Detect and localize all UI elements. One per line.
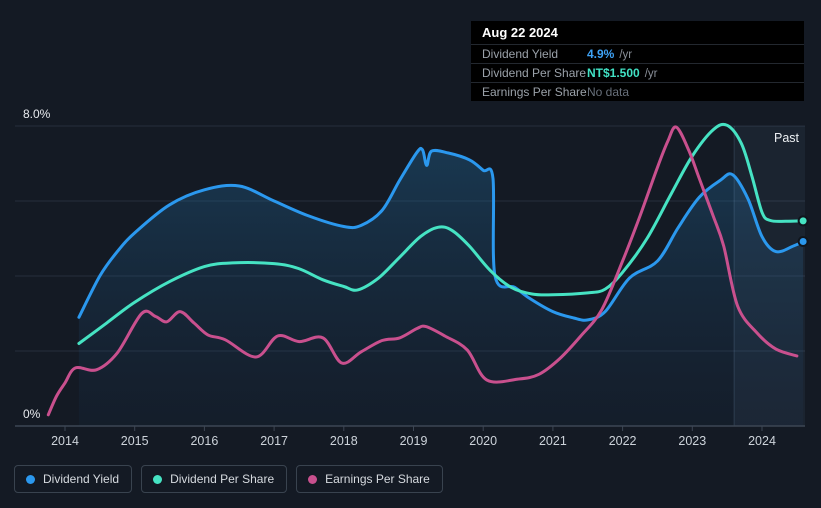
x-tick-label: 2019 <box>400 434 428 448</box>
x-tick-label: 2024 <box>748 434 776 448</box>
chart-tooltip: Aug 22 2024 Dividend Yield 4.9%/yr Divid… <box>471 21 804 101</box>
x-tick-label: 2015 <box>121 434 149 448</box>
legend-label: Dividend Yield <box>43 472 120 486</box>
legend-item-dividend-per-share[interactable]: Dividend Per Share <box>141 465 288 493</box>
tooltip-value: 4.9%/yr <box>587 46 633 61</box>
legend-label: Earnings Per Share <box>325 472 430 486</box>
x-tick-label: 2014 <box>51 434 79 448</box>
x-tick-label: 2016 <box>190 434 218 448</box>
dividend-per-share-line <box>77 122 805 345</box>
y-axis-label: 0% <box>23 407 41 421</box>
dividend-per-share-dot-icon <box>153 474 163 484</box>
x-tick-label: 2018 <box>330 434 358 448</box>
legend-item-earnings-per-share[interactable]: Earnings Per Share <box>296 465 443 493</box>
earnings-per-share-line <box>46 125 799 417</box>
past-region-highlight <box>734 126 805 426</box>
tooltip-label: Earnings Per Share <box>482 85 587 99</box>
x-tick-label: 2017 <box>260 434 288 448</box>
y-axis-label: 8.0% <box>23 107 51 121</box>
dividend-yield-area <box>78 148 804 427</box>
past-label: Past <box>774 131 800 145</box>
tooltip-value: NT$1.500/yr <box>587 65 658 80</box>
chart-legend: Dividend Yield Dividend Per Share Earnin… <box>14 465 443 493</box>
legend-label: Dividend Per Share <box>170 472 275 486</box>
tooltip-row-dividend-per-share: Dividend Per Share NT$1.500/yr <box>471 64 804 83</box>
tooltip-value: No data <box>587 84 630 99</box>
tooltip-row-earnings-per-share: Earnings Per Share No data <box>471 83 804 101</box>
x-tick-label: 2023 <box>678 434 706 448</box>
tooltip-label: Dividend Yield <box>482 47 559 61</box>
dividend-per-share-end-dot <box>797 215 809 227</box>
tooltip-label: Dividend Per Share <box>482 66 587 80</box>
dividend-yield-line <box>77 146 805 322</box>
x-tick-label: 2022 <box>609 434 637 448</box>
tooltip-date: Aug 22 2024 <box>471 21 804 45</box>
x-tick-label: 2020 <box>469 434 497 448</box>
earnings-per-share-dot-icon <box>308 474 318 484</box>
x-tick-label: 2021 <box>539 434 567 448</box>
tooltip-row-dividend-yield: Dividend Yield 4.9%/yr <box>471 45 804 64</box>
dividend-yield-end-dot <box>797 236 809 247</box>
legend-item-dividend-yield[interactable]: Dividend Yield <box>14 465 133 493</box>
dividend-yield-dot-icon <box>26 474 35 484</box>
